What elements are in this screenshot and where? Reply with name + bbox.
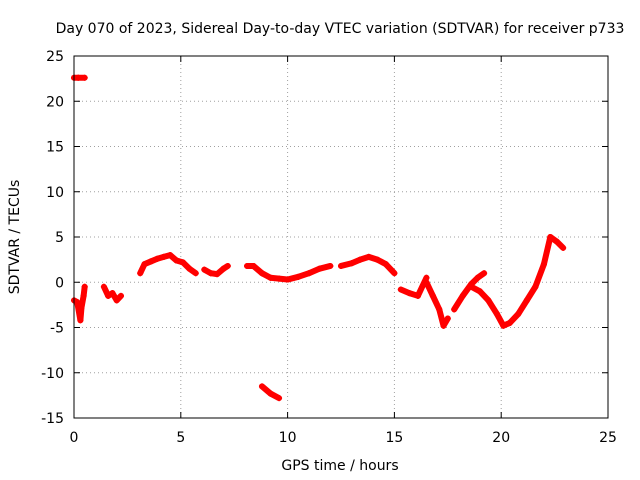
data-series — [137, 252, 199, 277]
data-series — [244, 262, 334, 283]
x-tick-label: 10 — [279, 430, 297, 446]
y-tick-label: -10 — [41, 366, 64, 382]
data-series — [71, 283, 88, 324]
data-point — [81, 74, 88, 81]
x-tick-label: 0 — [70, 430, 79, 446]
y-tick-label: -5 — [50, 321, 64, 337]
y-axis-label: SDTVAR / TECUs — [7, 180, 23, 295]
data-point — [444, 315, 451, 322]
data-point — [560, 244, 567, 251]
data-point — [192, 270, 199, 277]
data-point — [224, 262, 231, 269]
series-trace — [532, 261, 547, 290]
x-tick-label: 5 — [176, 430, 185, 446]
grid — [74, 56, 608, 418]
series-trace — [267, 390, 283, 402]
y-tick-label: 25 — [46, 49, 64, 65]
series-trace — [382, 261, 398, 277]
data-series — [423, 279, 451, 329]
x-tick-label: 15 — [385, 430, 403, 446]
data-point — [391, 270, 398, 277]
data-point — [117, 292, 124, 299]
data-point — [481, 270, 488, 277]
series-trace — [540, 234, 554, 268]
data-series — [258, 383, 283, 402]
chart-title: Day 070 of 2023, Sidereal Day-to-day VTE… — [56, 21, 625, 37]
data-points — [71, 74, 567, 402]
data-point — [81, 283, 88, 290]
data-series — [468, 234, 567, 329]
y-tick-label: -15 — [41, 411, 64, 427]
series-trace — [553, 238, 567, 251]
axis-ticks: 0 5 10 15 20 25 -15 -10 -5 0 5 10 15 20 25 — [41, 49, 617, 446]
y-tick-label: 5 — [55, 230, 64, 246]
data-point — [327, 262, 334, 269]
x-tick-label: 25 — [599, 430, 617, 446]
data-series — [71, 74, 88, 81]
data-series — [201, 262, 231, 278]
x-axis-label: GPS time / hours — [281, 458, 398, 474]
data-point — [276, 395, 283, 402]
data-series — [338, 253, 398, 277]
series-trace — [186, 265, 199, 277]
data-series — [100, 283, 124, 304]
x-tick-label: 20 — [492, 430, 510, 446]
series-trace — [474, 270, 488, 281]
y-tick-label: 10 — [46, 185, 64, 201]
y-tick-label: 0 — [55, 275, 64, 291]
y-tick-label: 20 — [46, 94, 64, 110]
y-tick-label: 15 — [46, 140, 64, 156]
